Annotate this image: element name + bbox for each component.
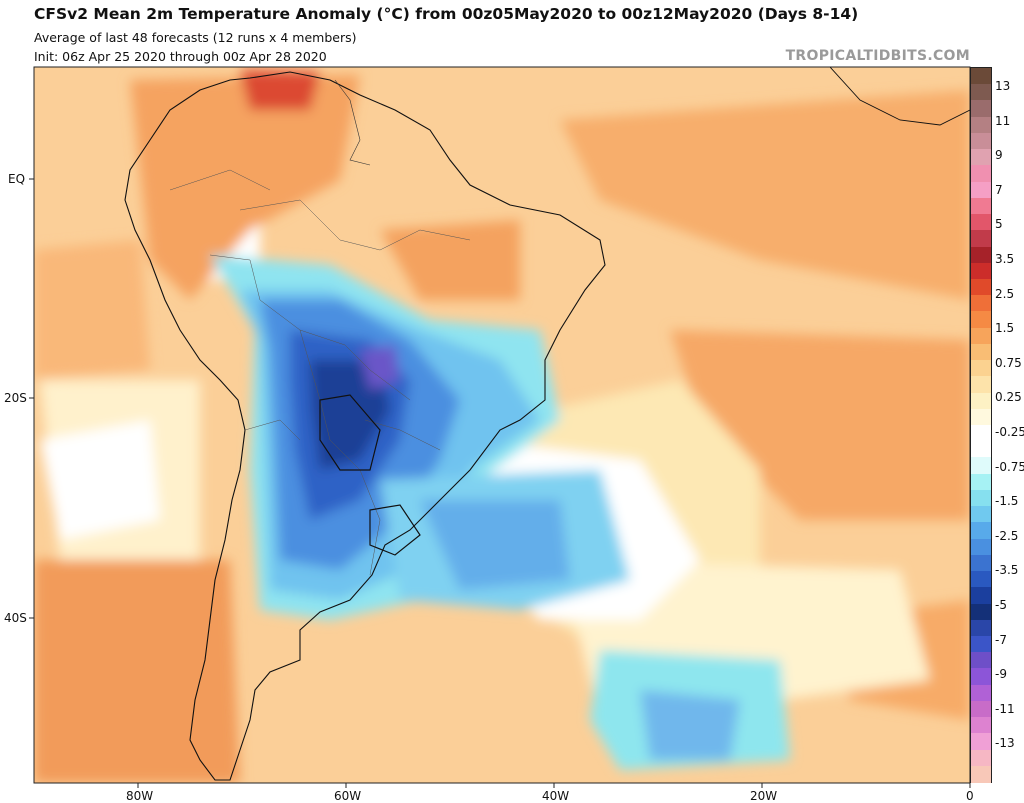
map-field: [34, 67, 970, 783]
map-title: CFSv2 Mean 2m Temperature Anomaly (°C) f…: [34, 5, 859, 23]
legend-swatch: [971, 408, 991, 426]
legend-label: -7: [995, 632, 1007, 647]
legend-swatch: [971, 603, 991, 621]
legend-label: -2.5: [995, 528, 1019, 543]
legend-swatch: [971, 619, 991, 637]
legend-swatch: [971, 311, 991, 329]
legend-swatch: [971, 522, 991, 540]
legend-swatch: [971, 278, 991, 296]
legend-label: -9: [995, 667, 1007, 682]
legend-label: -0.25: [995, 425, 1024, 439]
legend-swatch: [971, 343, 991, 361]
legend-swatch: [971, 262, 991, 280]
legend-label: -5: [995, 598, 1007, 612]
lat-label-eq: EQ: [8, 172, 26, 186]
legend-swatch: [971, 587, 991, 605]
legend-swatch: [971, 473, 991, 491]
legend-swatch: [971, 376, 991, 394]
legend-swatch: [971, 554, 991, 572]
lon-label-20w: 20W: [750, 789, 778, 803]
legend-label: -1.5: [995, 494, 1019, 509]
legend-label: -11: [995, 701, 1015, 716]
legend-label: 2.5: [995, 286, 1015, 301]
legend-label: 11: [995, 113, 1011, 128]
legend-label: -13: [995, 736, 1015, 751]
legend-swatch: [971, 668, 991, 686]
legend-label: 1.5: [995, 321, 1015, 336]
legend-swatch: [971, 441, 991, 459]
axis-ticks: [29, 178, 971, 788]
legend-swatch: [971, 214, 991, 231]
legend-swatch: [971, 733, 991, 751]
brand-watermark: TROPICALTIDBITS.COM: [785, 48, 970, 64]
legend-swatch: [971, 230, 991, 248]
legend-swatch: [971, 360, 991, 377]
legend-swatch: [971, 149, 991, 166]
legend-swatch: [971, 181, 991, 199]
coastlines: [124, 71, 606, 781]
legend-swatch: [971, 457, 991, 475]
init-time: Init: 06z Apr 25 2020 through 00z Apr 28…: [34, 49, 327, 64]
legend-swatch: [971, 197, 991, 215]
lon-label-80w: 80W: [126, 789, 154, 803]
lon-label-40w: 40W: [542, 789, 570, 803]
legend-swatch: [971, 392, 991, 410]
country-borders: [169, 169, 471, 576]
legend-label: -3.5: [995, 563, 1019, 578]
legend-swatch: [971, 100, 991, 118]
legend-swatch: [971, 700, 991, 718]
legend-label: -0.75: [995, 459, 1024, 474]
lon-label-0: 0: [966, 789, 974, 803]
legend-swatch: [971, 425, 991, 442]
legend-swatch: [971, 165, 991, 183]
legend-swatch: [971, 538, 991, 556]
legend-swatch: [971, 489, 991, 507]
map-subtitle: Average of last 48 forecasts (12 runs x …: [34, 30, 357, 45]
color-legend: [970, 67, 992, 783]
legend-swatch: [971, 246, 991, 264]
major-borders: [319, 394, 421, 556]
legend-swatch: [971, 68, 991, 85]
legend-swatch: [971, 571, 991, 588]
africa-coastline: [829, 67, 970, 126]
legend-label: 3.5: [995, 252, 1015, 266]
anomaly-shading: [34, 70, 970, 783]
legend-swatch: [971, 295, 991, 312]
legend-swatch: [971, 327, 991, 345]
legend-swatch: [971, 132, 991, 150]
legend-label: 5: [995, 217, 1003, 232]
legend-swatch: [971, 84, 991, 102]
lat-label-20s: 20S: [4, 391, 27, 405]
legend-swatch: [971, 684, 991, 702]
legend-label: 7: [995, 182, 1003, 197]
legend-swatch: [971, 765, 991, 783]
legend-swatch: [971, 635, 991, 653]
legend-label: 0.75: [995, 355, 1022, 370]
legend-swatch: [971, 652, 991, 669]
legend-swatch: [971, 116, 991, 134]
legend-swatch: [971, 717, 991, 734]
legend-swatch: [971, 506, 991, 523]
legend-label: 0.25: [995, 390, 1022, 405]
lon-label-60w: 60W: [334, 789, 362, 803]
legend-label: 9: [995, 148, 1003, 163]
legend-label: 13: [995, 79, 1011, 93]
legend-swatch: [971, 749, 991, 767]
lat-label-40s: 40S: [4, 611, 27, 625]
